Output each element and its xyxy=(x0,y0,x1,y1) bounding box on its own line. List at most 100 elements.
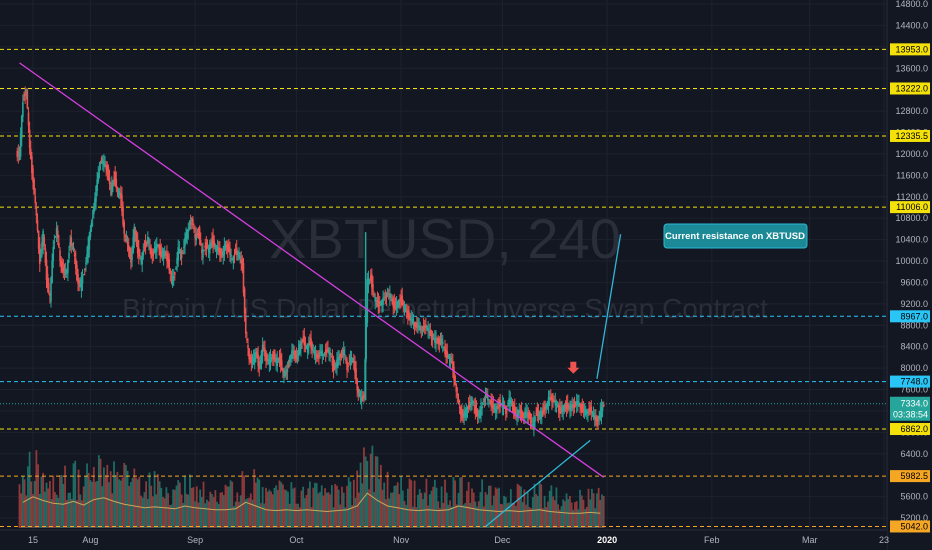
candle-body xyxy=(321,350,324,357)
candle-body xyxy=(60,260,62,266)
candle-body xyxy=(512,403,515,412)
y-tick-label: 8400.0 xyxy=(900,342,928,352)
trendline xyxy=(596,234,622,379)
candle-body xyxy=(463,412,465,418)
candle-body xyxy=(428,330,431,333)
candle-body xyxy=(323,352,326,355)
volume-bar xyxy=(307,488,310,528)
level-tag-label: 5042.0 xyxy=(900,521,928,531)
volume-bar xyxy=(146,498,149,528)
candle-body xyxy=(251,361,254,363)
time-axis[interactable]: 15 Aug Sep Oct Nov Dec 2020 Feb Mar 23 xyxy=(0,529,889,550)
candle-body xyxy=(104,163,106,168)
volume-bar xyxy=(579,489,581,528)
candle-body xyxy=(481,406,483,409)
volume-bar xyxy=(133,468,136,528)
candle-body xyxy=(405,311,408,313)
candle-body xyxy=(297,347,300,357)
candle-body xyxy=(196,233,199,236)
volume-bar xyxy=(536,495,539,528)
candle-body xyxy=(35,208,38,216)
candle-body xyxy=(371,273,373,288)
candle-body xyxy=(565,403,568,409)
candle-body xyxy=(105,165,107,170)
volume-bar xyxy=(108,482,110,528)
volume-bar xyxy=(466,490,468,528)
volume-bar xyxy=(330,485,333,528)
candle-body xyxy=(195,235,198,241)
volume-bar xyxy=(123,463,126,528)
candle-body xyxy=(34,195,37,204)
volume-bar xyxy=(97,455,100,528)
volume-bar xyxy=(506,503,509,528)
candle-body xyxy=(203,249,205,251)
volume-bar xyxy=(543,495,546,528)
candle-body xyxy=(271,354,274,358)
candle-body xyxy=(95,186,97,202)
candle-body xyxy=(275,359,277,364)
candle-body xyxy=(456,394,459,396)
volume-bar xyxy=(309,481,311,528)
candle-body xyxy=(184,237,186,247)
candle-body xyxy=(389,293,391,299)
candle-body xyxy=(96,179,98,191)
candle-body xyxy=(145,242,148,244)
candle-body xyxy=(43,237,46,246)
candle-body xyxy=(466,409,469,411)
candle-body xyxy=(465,408,468,417)
level-tag-label: 6862.0 xyxy=(900,424,928,434)
candle-body xyxy=(207,247,210,252)
candle-body xyxy=(56,230,59,238)
candle-body xyxy=(333,365,336,369)
volume-bar xyxy=(315,483,318,528)
volume-bar xyxy=(476,506,478,528)
volume-bar xyxy=(48,480,51,528)
volume-bar xyxy=(346,485,348,528)
callout-box[interactable] xyxy=(663,223,808,249)
volume-bar xyxy=(238,501,240,528)
candle-body xyxy=(457,400,460,404)
volume-bar xyxy=(526,491,529,528)
candle-body xyxy=(268,359,271,365)
candle-body xyxy=(16,150,19,158)
time-axis-background xyxy=(0,530,887,550)
y-tick-label: 12800.0 xyxy=(895,106,928,116)
volume-bar xyxy=(351,505,354,528)
volume-bar xyxy=(325,492,328,528)
candle-body xyxy=(220,249,222,257)
trendline xyxy=(19,62,605,478)
candle-body xyxy=(76,264,78,281)
volume-bar xyxy=(194,501,196,528)
candle-body xyxy=(378,301,381,306)
volume-bar xyxy=(243,475,245,528)
x-tick-label: Dec xyxy=(494,535,511,545)
candle-body xyxy=(286,369,289,373)
candle-body xyxy=(387,293,390,295)
volume-bar xyxy=(558,509,561,528)
volume-bar xyxy=(244,499,247,528)
candle-body xyxy=(158,244,160,250)
volume-bar xyxy=(410,480,413,528)
volume-bar xyxy=(427,505,430,528)
volume-bar xyxy=(489,485,492,528)
candle-body xyxy=(118,192,121,196)
y-tick-label: 6400.0 xyxy=(900,449,928,459)
marker xyxy=(567,361,580,374)
candle-body xyxy=(340,351,343,358)
volume-bar xyxy=(246,498,249,528)
volume-bar xyxy=(239,495,242,528)
x-tick-label: Sep xyxy=(187,535,203,545)
volume-bar xyxy=(428,494,431,528)
candle-body xyxy=(212,236,214,246)
candle-body xyxy=(223,245,226,256)
callout[interactable]: Current resistance on XBTUSD xyxy=(663,223,808,249)
volume-bar xyxy=(162,497,164,528)
candle-body xyxy=(125,238,128,242)
volume-bar xyxy=(413,480,416,528)
volume-bar xyxy=(312,487,315,528)
candle-body xyxy=(390,297,392,299)
candle-body xyxy=(471,397,473,406)
candle-body xyxy=(74,258,77,269)
